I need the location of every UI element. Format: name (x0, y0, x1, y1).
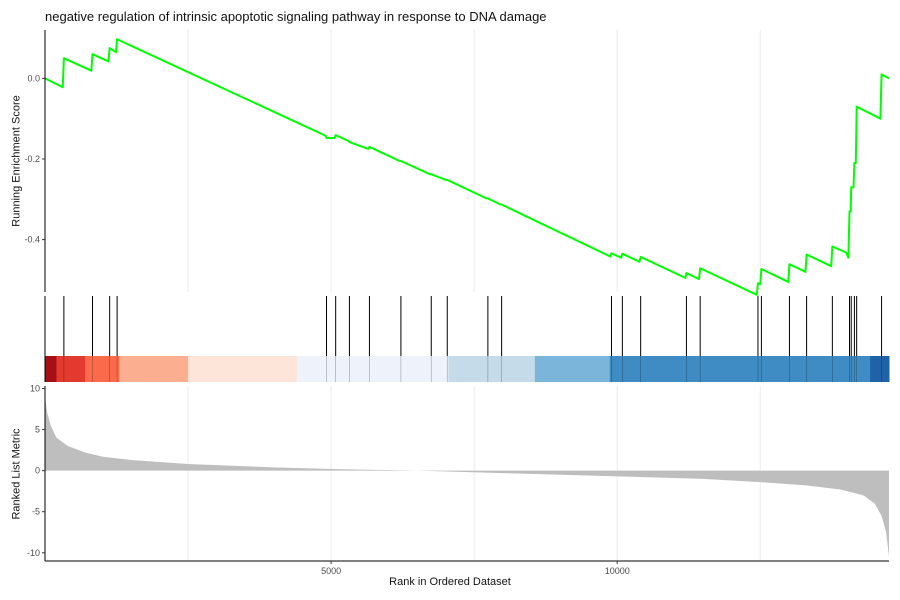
color-bar-segment-5 (296, 356, 449, 382)
color-bar-segment-1 (56, 356, 86, 382)
running-score-tick-label: 0.0 (27, 73, 40, 83)
ranked-metric-tick-label: 10 (30, 383, 40, 393)
running-score-axis-label: Running Enrichment Score (10, 95, 23, 227)
x-axis-label: Rank in Ordered Dataset (389, 576, 511, 588)
ranked-metric-axis-label: Ranked List Metric (10, 427, 23, 520)
color-bar-segment-2 (85, 356, 120, 382)
color-bar-segment-0 (45, 356, 57, 382)
ranked-metric-tick-label: 0 (35, 466, 40, 476)
running-score-tick-label: -0.4 (24, 235, 40, 245)
x-tick-label: 5000 (321, 566, 341, 576)
rank-color-bar (45, 356, 890, 382)
x-tick-label: 10000 (605, 566, 630, 576)
ranked-metric-tick-label: 5 (35, 425, 40, 435)
running-score-panel (44, 38, 890, 296)
ranked-metric-tick-label: -10 (27, 548, 40, 558)
color-bar-segment-4 (188, 356, 298, 382)
grid-lines (187, 30, 761, 561)
running-score-line (44, 38, 890, 296)
axes (44, 30, 889, 562)
color-bar-segment-6 (448, 356, 536, 382)
color-bar-segment-8 (609, 356, 871, 382)
running-score-tick-label: -0.2 (24, 154, 40, 164)
ranked-metric-panel (45, 396, 889, 557)
color-bar-segment-3 (119, 356, 189, 382)
ranked-metric-area (45, 396, 889, 557)
color-bar-segment-7 (534, 356, 611, 382)
gene-hit-panel (63, 296, 883, 382)
tick-labels: 0.0 -0.2 -0.4 10 5 0 -5 -10 5000 10000 (24, 73, 629, 576)
ranked-metric-tick-label: -5 (32, 507, 40, 517)
color-bar-segment-9 (870, 356, 890, 382)
chart-title: negative regulation of intrinsic apoptot… (45, 9, 547, 24)
